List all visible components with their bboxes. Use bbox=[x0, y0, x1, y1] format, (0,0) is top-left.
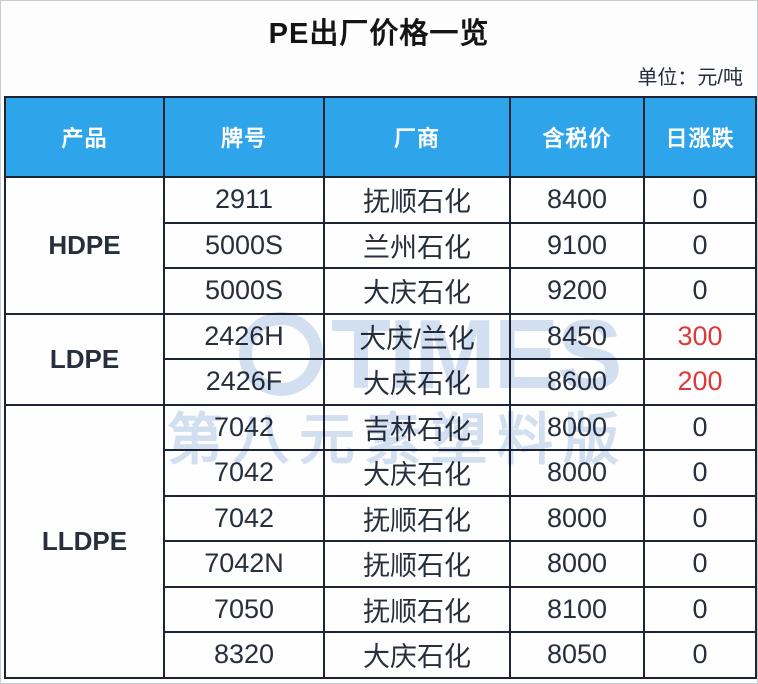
price-table: 产品 牌号 厂商 含税价 日涨跌 HDPE 2911 抚顺石化 8400 0 5000S 兰州石化 9… bbox=[4, 96, 757, 679]
change-cell: 0 bbox=[643, 449, 757, 497]
product-cell-lldpe: LLDPE bbox=[4, 403, 165, 679]
table-row: 7042N 抚顺石化 8000 0 bbox=[5, 540, 757, 588]
table-row: 5000S 大庆石化 9200 0 bbox=[5, 267, 757, 315]
unit-label: 单位：元/吨 bbox=[637, 67, 743, 89]
maker-cell: 大庆石化 bbox=[323, 631, 511, 679]
table-row: 7042 大庆石化 8000 0 bbox=[5, 449, 757, 497]
grade-cell: 7042N bbox=[163, 540, 325, 588]
price-cell: 9100 bbox=[509, 221, 645, 269]
price-cell: 8450 bbox=[509, 312, 645, 360]
maker-cell: 大庆/兰化 bbox=[323, 312, 511, 360]
price-cell: 8000 bbox=[509, 403, 645, 451]
header-row: 产品 牌号 厂商 含税价 日涨跌 bbox=[4, 96, 757, 178]
table-row: 2426F 大庆石化 8600 200 bbox=[5, 358, 757, 406]
grade-cell: 8320 bbox=[163, 631, 325, 679]
price-cell: 8600 bbox=[509, 358, 645, 406]
table-row: 7042 抚顺石化 8000 0 bbox=[5, 494, 757, 542]
grade-cell: 7050 bbox=[163, 585, 325, 633]
change-cell: 0 bbox=[643, 631, 757, 679]
grade-cell: 7042 bbox=[163, 403, 325, 451]
change-cell: 0 bbox=[643, 494, 757, 542]
maker-cell: 抚顺石化 bbox=[323, 176, 511, 224]
price-cell: 8000 bbox=[509, 494, 645, 542]
maker-cell: 大庆石化 bbox=[323, 449, 511, 497]
change-cell: 0 bbox=[643, 221, 757, 269]
grade-cell: 2426F bbox=[163, 358, 325, 406]
table-row: 8320 大庆石化 8050 0 bbox=[5, 631, 757, 679]
column-header-1: 牌号 bbox=[163, 96, 325, 178]
change-cell: 300 bbox=[643, 312, 757, 360]
maker-cell: 大庆石化 bbox=[323, 267, 511, 315]
price-cell: 8000 bbox=[509, 449, 645, 497]
table-row: HDPE 2911 抚顺石化 8400 0 bbox=[4, 176, 757, 315]
price-cell: 8000 bbox=[509, 540, 645, 588]
change-cell: 0 bbox=[643, 403, 757, 451]
table-row: LDPE 2426H 大庆/兰化 8450 300 bbox=[4, 312, 757, 406]
grade-cell: 2426H bbox=[163, 312, 325, 360]
table-row: 7050 抚顺石化 8100 0 bbox=[5, 585, 757, 633]
grade-cell: 7042 bbox=[163, 494, 325, 542]
grade-cell: 7042 bbox=[163, 449, 325, 497]
page-title: PE出厂价格一览 bbox=[268, 18, 490, 50]
change-cell: 200 bbox=[643, 358, 757, 406]
grade-cell: 2911 bbox=[163, 176, 325, 224]
product-cell-hdpe: HDPE bbox=[4, 176, 165, 315]
change-cell: 0 bbox=[643, 267, 757, 315]
column-header-0: 产品 bbox=[4, 96, 165, 178]
change-cell: 0 bbox=[643, 585, 757, 633]
table-header: 产品 牌号 厂商 含税价 日涨跌 bbox=[4, 96, 757, 178]
table-row: LLDPE 7042 吉林石化 8000 0 bbox=[4, 403, 757, 679]
change-cell: 0 bbox=[643, 176, 757, 224]
maker-cell: 抚顺石化 bbox=[323, 494, 511, 542]
product-cell-ldpe: LDPE bbox=[4, 312, 165, 406]
price-cell: 8100 bbox=[509, 585, 645, 633]
price-cell: 9200 bbox=[509, 267, 645, 315]
price-cell: 8050 bbox=[509, 631, 645, 679]
grade-cell: 5000S bbox=[163, 221, 325, 269]
grade-cell: 5000S bbox=[163, 267, 325, 315]
change-cell: 0 bbox=[643, 540, 757, 588]
maker-cell: 吉林石化 bbox=[323, 403, 511, 451]
table-body: HDPE 2911 抚顺石化 8400 0 5000S 兰州石化 9100 0 5000S 大庆石化… bbox=[4, 176, 757, 679]
maker-cell: 抚顺石化 bbox=[323, 540, 511, 588]
maker-cell: 抚顺石化 bbox=[323, 585, 511, 633]
maker-cell: 大庆石化 bbox=[323, 358, 511, 406]
column-header-2: 厂商 bbox=[323, 96, 511, 178]
price-cell: 8400 bbox=[509, 176, 645, 224]
column-header-4: 日涨跌 bbox=[643, 96, 757, 178]
maker-cell: 兰州石化 bbox=[323, 221, 511, 269]
column-header-3: 含税价 bbox=[509, 96, 645, 178]
table-row: 5000S 兰州石化 9100 0 bbox=[5, 221, 757, 269]
